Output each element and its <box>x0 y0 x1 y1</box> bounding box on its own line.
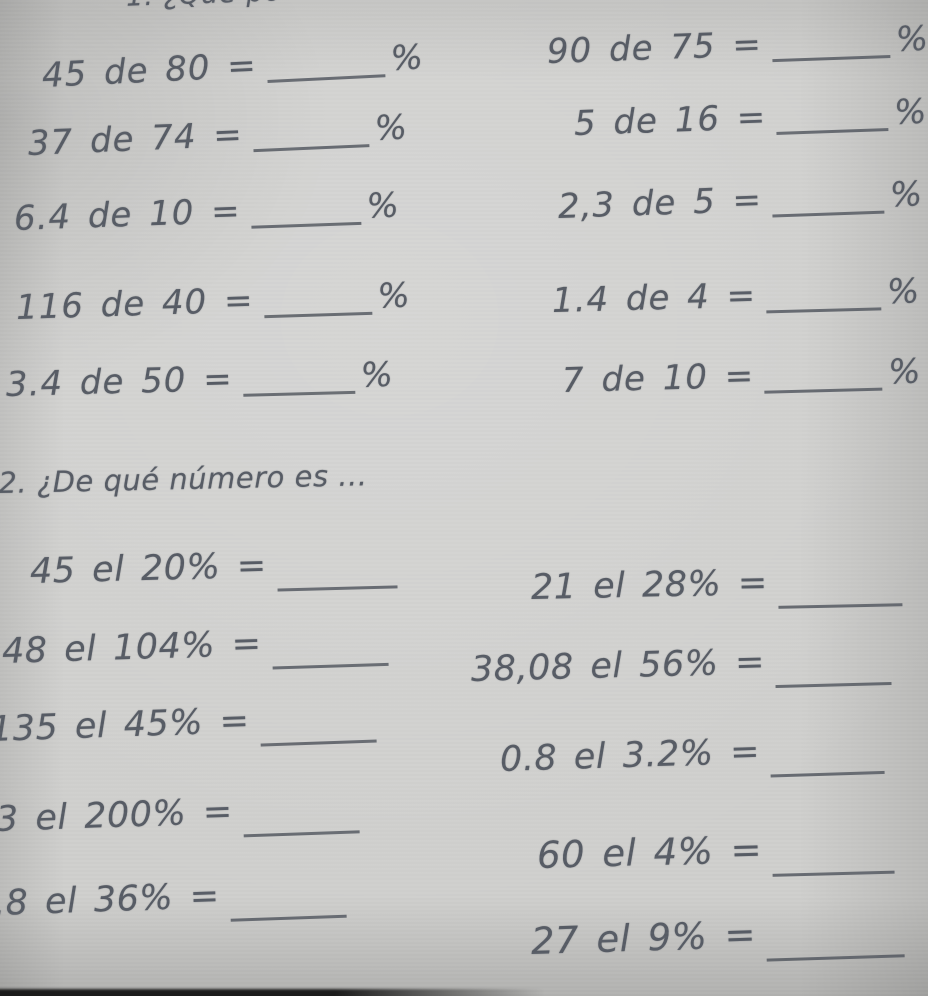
answer-blank <box>771 844 895 877</box>
answer-blank <box>765 928 905 962</box>
problem-row: 37 de 74 =% <box>27 107 409 164</box>
problem-text: 45 el 20% = <box>29 545 268 592</box>
percent-suffix: % <box>389 37 425 79</box>
answer-blank <box>263 285 372 319</box>
answer-blank <box>771 184 885 218</box>
problem-row: 45 el 20% = <box>29 542 403 592</box>
problem-row: 3 el 200% = <box>0 787 365 840</box>
problem-row: 3.4 de 50 =% <box>5 355 394 405</box>
problem-text: 0.8 el 3.2% = <box>499 731 761 780</box>
problem-text: 116 de 40 = <box>15 280 255 328</box>
answer-blank <box>763 361 883 394</box>
problem-row: 48 el 104% = <box>1 620 394 672</box>
answer-blank <box>242 804 360 838</box>
problem-text: 6.4 de 10 = <box>13 191 242 239</box>
percent-suffix: % <box>895 18 928 60</box>
answer-blank <box>242 364 356 397</box>
problem-text: 48 el 104% = <box>1 623 263 672</box>
answer-blank <box>259 713 377 747</box>
answer-blank <box>771 29 891 63</box>
answer-blank <box>769 744 885 778</box>
answer-blank <box>271 636 389 670</box>
percent-suffix: % <box>365 185 401 227</box>
answer-blank <box>266 48 386 83</box>
problem-row: .8 el 36% = <box>0 872 352 924</box>
problem-text: 37 de 74 = <box>27 114 244 164</box>
problem-row: 6.4 de 10 =% <box>13 186 400 239</box>
percent-suffix: % <box>373 107 409 149</box>
photo-bottom-edge-shadow <box>0 989 561 996</box>
answer-blank <box>252 118 370 153</box>
problem-text: 90 de 75 = <box>546 24 763 72</box>
problem-text: 5 de 16 = <box>573 97 767 144</box>
answer-blank <box>229 888 347 922</box>
percent-suffix: % <box>887 351 923 393</box>
problem-row: 2,3 de 5 =% <box>557 174 924 227</box>
problem-row: 7 de 10 =% <box>561 352 922 401</box>
problem-row: 0.8 el 3.2% = <box>499 728 890 780</box>
problem-row: 38,08 el 56% = <box>470 639 897 690</box>
problem-text: 1.4 de 4 = <box>551 275 757 321</box>
problem-text: 21 el 28% = <box>530 563 769 608</box>
answer-blank <box>775 102 889 135</box>
problem-row: 60 el 4% = <box>536 825 900 877</box>
answer-blank <box>774 656 892 689</box>
percent-suffix: % <box>889 174 924 216</box>
problem-text: 7 de 10 = <box>561 355 755 401</box>
percent-suffix: % <box>893 91 928 133</box>
problem-text: 45 de 80 = <box>41 45 258 96</box>
problem-row: 27 el 9% = <box>530 908 910 963</box>
problem-row: 5 de 16 =% <box>573 92 928 144</box>
section1-title-clipped: 1. ¿Qué po <box>126 0 283 13</box>
percent-suffix: % <box>376 275 412 317</box>
answer-blank <box>765 281 882 314</box>
problem-text: 2,3 de 5 = <box>557 179 763 227</box>
problem-text: 3 el 200% = <box>0 791 234 840</box>
problem-text: 38,08 el 56% = <box>470 642 766 690</box>
problem-row: 21 el 28% = <box>530 560 909 609</box>
problem-text: .8 el 36% = <box>0 876 221 924</box>
problem-text: 135 el 45% = <box>0 700 251 750</box>
answer-blank <box>250 195 362 229</box>
problem-row: 45 de 80 =% <box>41 37 425 96</box>
problem-text: 60 el 4% = <box>536 828 763 877</box>
section2-title: 2. ¿De qué número es ... <box>0 458 368 500</box>
problem-row: 1.4 de 4 =% <box>551 271 920 321</box>
problem-row: 90 de 75 =% <box>546 19 928 72</box>
problem-row: 116 de 40 =% <box>15 276 411 328</box>
problem-text: 3.4 de 50 = <box>5 359 234 405</box>
answer-blank <box>777 577 903 609</box>
problem-text: 27 el 9% = <box>530 912 757 963</box>
percent-suffix: % <box>360 354 395 396</box>
percent-suffix: % <box>886 271 921 313</box>
problem-row: 135 el 45% = <box>0 696 382 750</box>
answer-blank <box>276 559 398 592</box>
